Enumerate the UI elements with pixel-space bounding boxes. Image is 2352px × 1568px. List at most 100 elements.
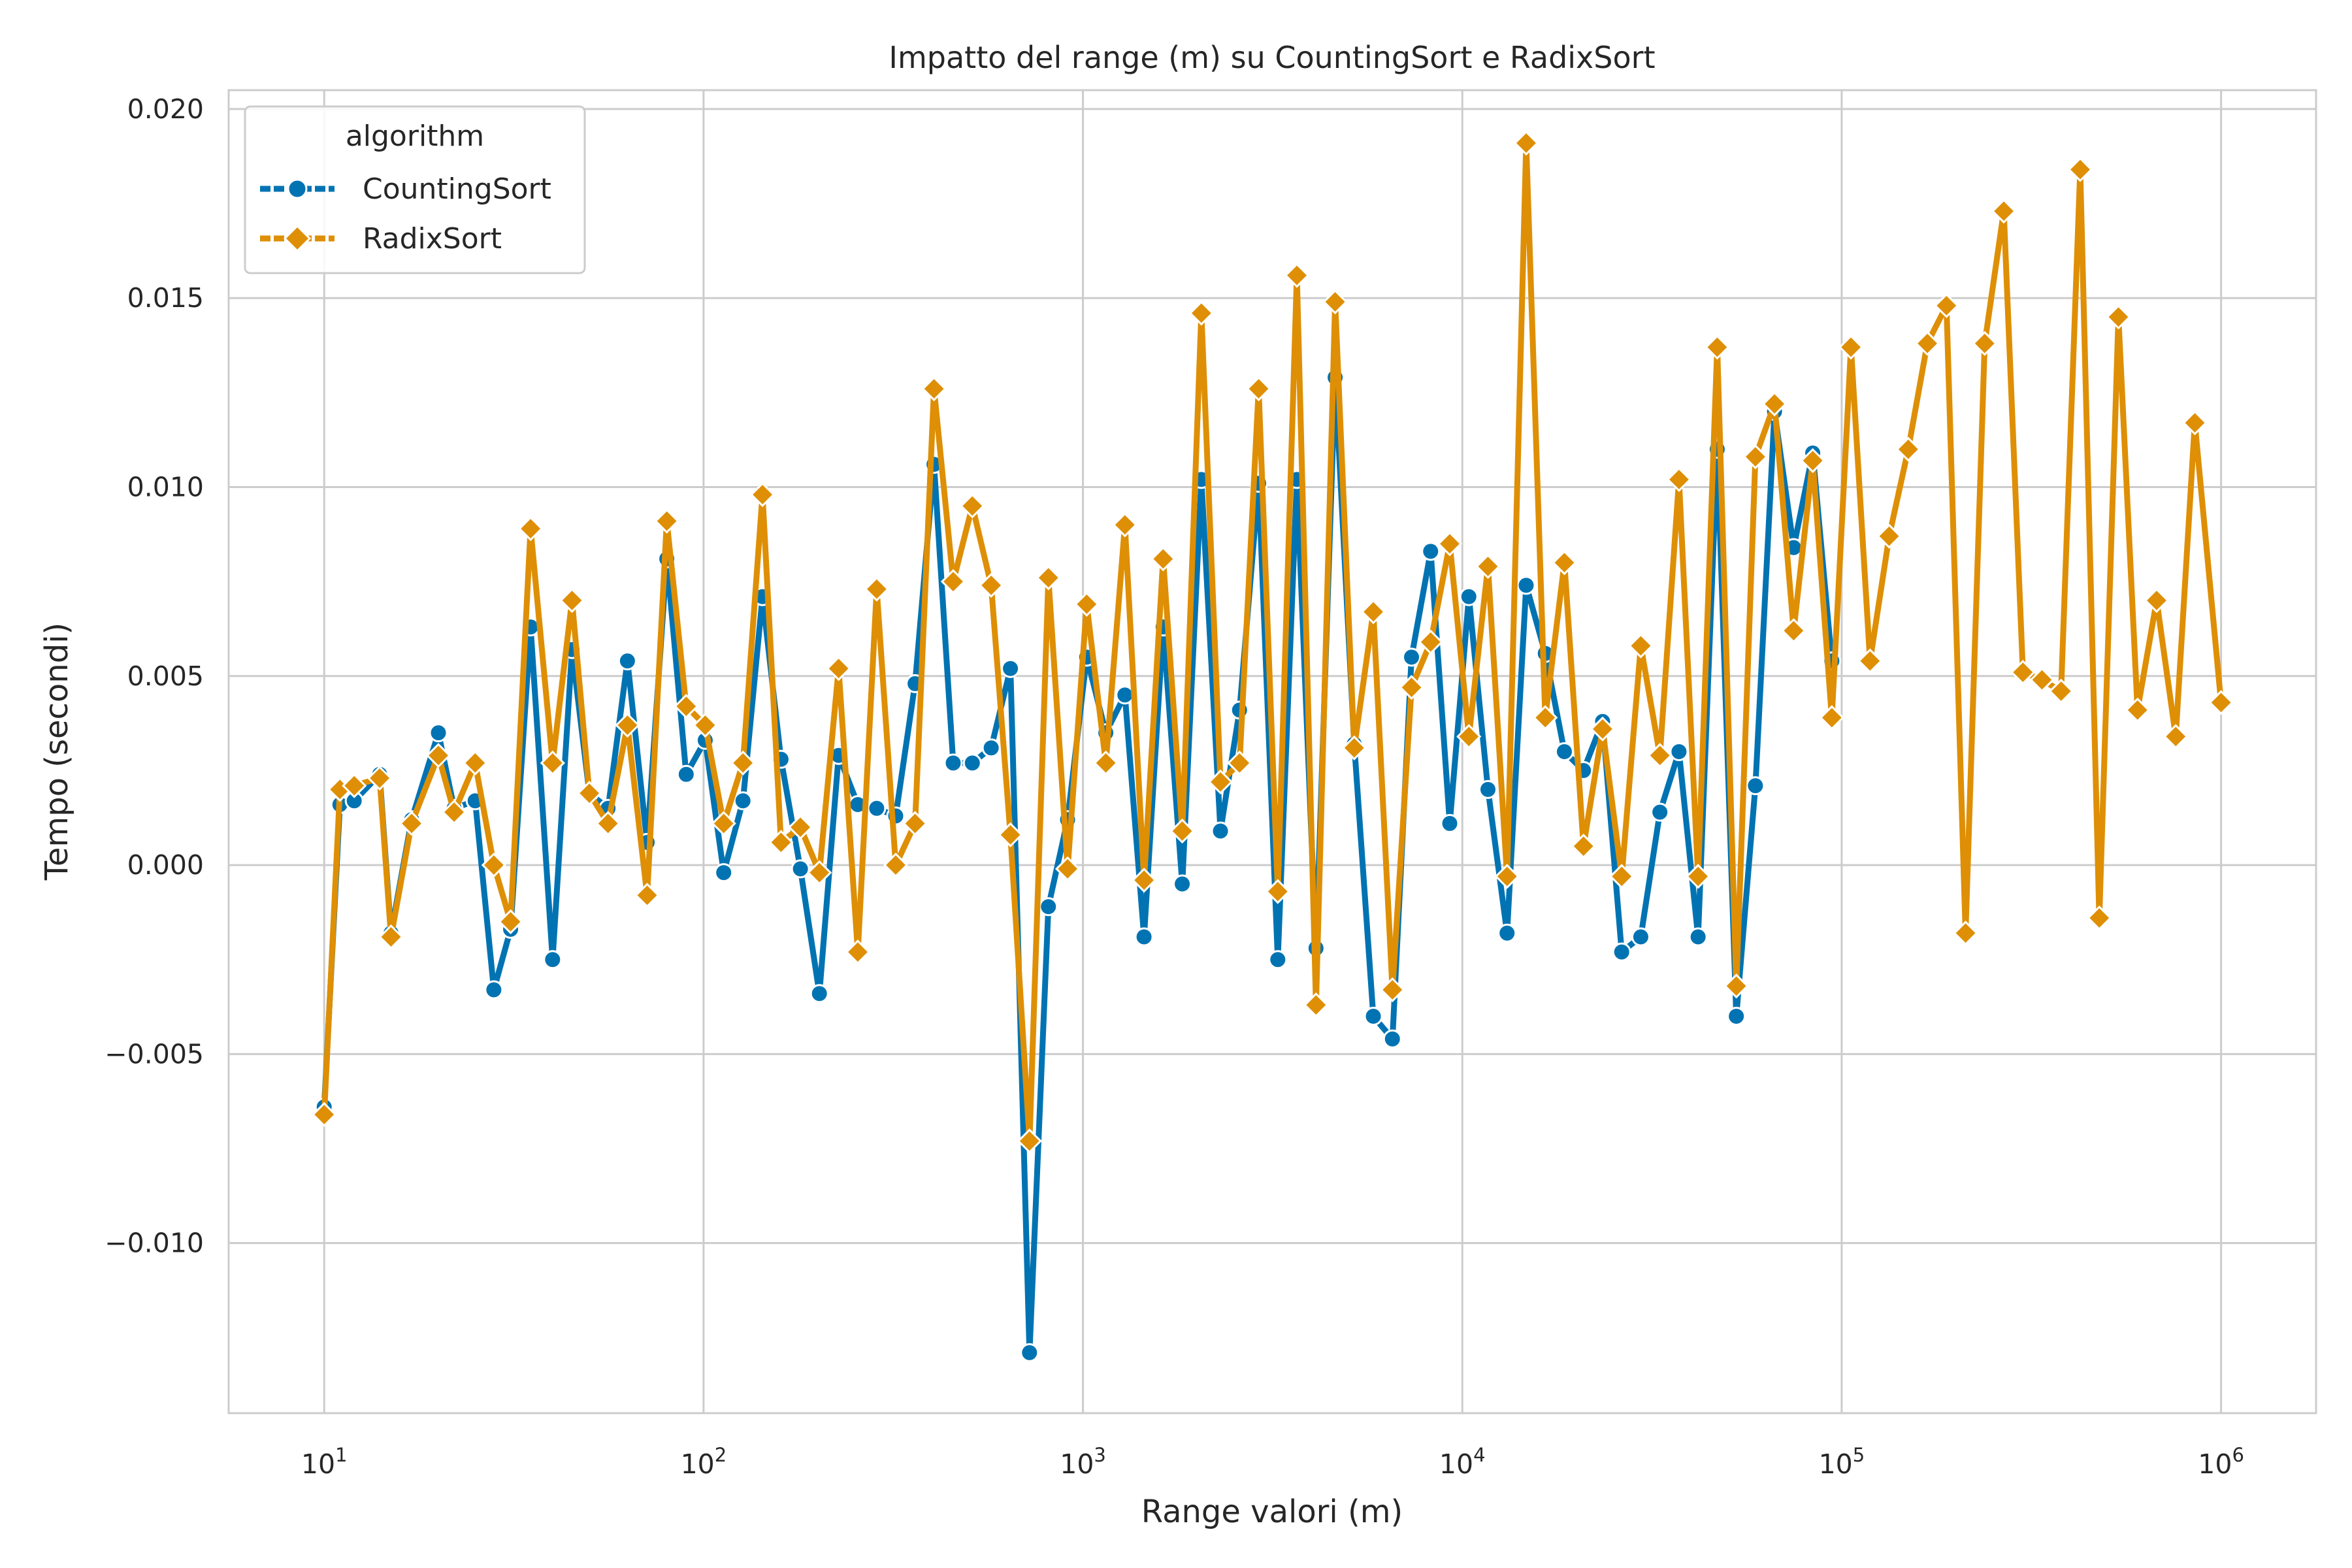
data-point-radixsort	[2208, 690, 2234, 715]
data-point-countingsort	[1211, 821, 1230, 841]
data-point-radixsort	[864, 576, 890, 602]
data-point-radixsort	[807, 860, 832, 885]
x-tick-base: 10	[681, 1448, 715, 1480]
data-point-countingsort	[484, 980, 504, 1000]
data-point-countingsort	[1173, 874, 1192, 894]
data-point-countingsort	[1554, 742, 1574, 761]
x-tick-label: 101	[301, 1444, 348, 1480]
data-point-radixsort	[1819, 705, 1844, 730]
x-tick-base: 10	[1439, 1448, 1473, 1480]
data-point-radixsort	[540, 750, 565, 776]
y-tick-labels: −0.010 −0.005 0.000 0.005 0.010 0.015 0.020	[105, 93, 204, 1259]
data-point-radixsort	[367, 765, 393, 791]
data-point-radixsort	[1207, 769, 1233, 794]
data-point-countingsort	[1421, 542, 1441, 561]
data-point-radixsort	[1647, 743, 1673, 768]
x-tick-exponent: 5	[1853, 1444, 1865, 1466]
data-point-radixsort	[1552, 550, 1577, 576]
data-point-countingsort	[1001, 659, 1021, 678]
data-point-radixsort	[711, 811, 736, 836]
data-point-radixsort	[498, 909, 523, 934]
data-point-countingsort	[981, 738, 1001, 758]
data-point-radixsort	[979, 572, 1004, 598]
data-point-countingsort	[617, 651, 637, 671]
data-point-countingsort	[1688, 927, 1708, 947]
data-point-radixsort	[518, 516, 544, 542]
data-point-radixsort	[615, 712, 640, 738]
data-point-radixsort	[2163, 724, 2189, 749]
data-point-radixsort	[1036, 565, 1061, 591]
data-point-countingsort	[1039, 897, 1058, 917]
data-point-radixsort	[2106, 304, 2131, 330]
data-point-radixsort	[1666, 466, 1692, 493]
data-point-radixsort	[940, 569, 966, 595]
data-point-radixsort	[902, 811, 928, 836]
data-point-radixsort	[1934, 293, 1959, 318]
series-line-radixsort	[321, 140, 2225, 1144]
data-point-radixsort	[481, 852, 506, 878]
data-point-radixsort	[1054, 856, 1081, 881]
data-point-radixsort	[1590, 716, 1616, 742]
x-tick-base: 10	[301, 1448, 335, 1480]
data-point-countingsort	[1478, 779, 1497, 799]
data-point-radixsort	[2067, 157, 2093, 182]
y-tick-label: −0.005	[105, 1038, 204, 1070]
data-point-countingsort	[1650, 802, 1670, 822]
chart-title: Impatto del range (m) su CountingSort e …	[889, 40, 1655, 75]
data-point-radixsort	[1533, 705, 1558, 730]
y-tick-label: 0.015	[127, 282, 204, 314]
data-point-radixsort	[1017, 1128, 1042, 1154]
plot-frame	[227, 89, 2317, 1414]
data-point-radixsort	[1093, 750, 1119, 776]
data-point-radixsort	[595, 811, 621, 836]
data-point-radixsort	[1284, 263, 1310, 288]
x-tick-exponent: 1	[335, 1444, 347, 1466]
x-tick-exponent: 2	[715, 1444, 727, 1466]
data-point-countingsort	[1134, 927, 1154, 947]
data-point-radixsort	[921, 376, 947, 402]
data-point-countingsort	[1516, 576, 1536, 595]
x-tick-label: 104	[1439, 1444, 1486, 1480]
data-point-countingsort	[1020, 1343, 1039, 1362]
legend-label-radixsort: RadixSort	[363, 222, 502, 255]
data-point-radixsort	[826, 656, 851, 681]
data-point-radixsort	[2182, 410, 2208, 436]
data-point-countingsort	[943, 753, 963, 773]
data-point-radixsort	[1742, 444, 1768, 470]
data-point-radixsort	[1876, 523, 1902, 549]
x-tick-exponent: 3	[1094, 1444, 1105, 1466]
data-point-countingsort	[676, 764, 696, 784]
x-tick-label: 103	[1060, 1444, 1106, 1480]
data-point-radixsort	[1800, 448, 1825, 474]
data-point-radixsort	[425, 743, 451, 768]
x-tick-exponent: 6	[2232, 1444, 2244, 1466]
data-point-radixsort	[1418, 629, 1443, 655]
data-point-radixsort	[1475, 553, 1501, 580]
data-point-countingsort	[1727, 1007, 1746, 1026]
data-point-radixsort	[2087, 905, 2112, 931]
legend-box	[244, 105, 586, 274]
data-point-radixsort	[2144, 587, 2170, 613]
y-tick-label: −0.010	[105, 1228, 204, 1259]
series-radixsort	[312, 130, 2234, 1154]
data-point-radixsort	[768, 830, 794, 855]
legend-item-countingsort: CountingSort	[260, 172, 551, 206]
x-axis-label: Range valori (m)	[1141, 1494, 1403, 1530]
data-point-radixsort	[2125, 697, 2150, 723]
data-point-radixsort	[1074, 591, 1100, 617]
data-point-radixsort	[845, 939, 871, 965]
data-point-radixsort	[1399, 675, 1424, 700]
data-point-radixsort	[1513, 130, 1539, 156]
data-point-radixsort	[1781, 618, 1806, 644]
data-point-radixsort	[1705, 335, 1730, 360]
data-point-countingsort	[1402, 647, 1422, 667]
data-point-countingsort	[809, 984, 829, 1004]
legend-item-radixsort: RadixSort	[260, 222, 502, 255]
y-tick-label: 0.010	[127, 472, 204, 503]
data-point-radixsort	[693, 712, 718, 738]
legend-marker-countingsort	[287, 178, 308, 199]
data-point-radixsort	[1972, 331, 1997, 356]
data-point-radixsort	[1360, 599, 1386, 625]
x-tick-base: 10	[1819, 1448, 1853, 1480]
data-point-countingsort	[543, 950, 563, 970]
